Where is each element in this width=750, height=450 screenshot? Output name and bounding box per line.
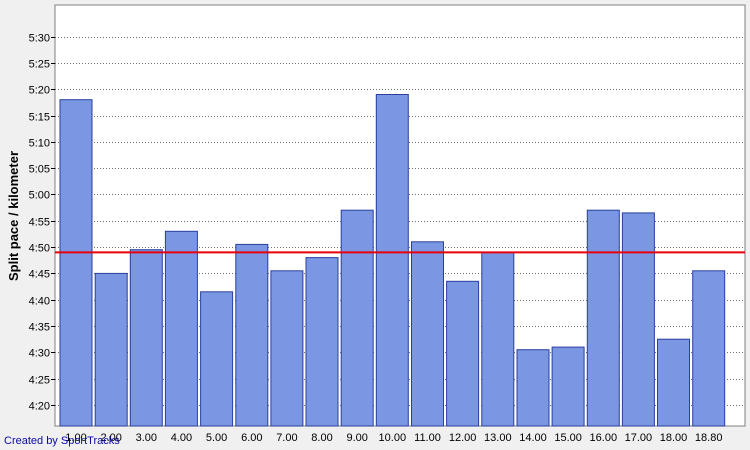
- x-tick-label: 8.00: [311, 432, 332, 444]
- y-tick-label: 4:55: [29, 217, 50, 229]
- bar: [692, 270, 726, 427]
- x-tick-label: 7.00: [276, 432, 297, 444]
- bar: [657, 338, 690, 427]
- y-tick-label: 5:25: [29, 59, 50, 71]
- x-tick-label: 15.00: [554, 432, 582, 444]
- x-tick-label: 13.00: [484, 432, 512, 444]
- x-tick-label: 1.00: [65, 432, 86, 444]
- bar: [481, 251, 515, 427]
- y-tick-label: 5:15: [29, 112, 50, 124]
- bar: [270, 270, 304, 427]
- x-tick-label: 17.00: [625, 432, 653, 444]
- y-tick-label: 4:30: [29, 348, 50, 360]
- bar: [446, 280, 480, 427]
- x-tick-label: 4.00: [171, 432, 192, 444]
- bar: [375, 94, 409, 427]
- y-tick-label: 4:20: [29, 401, 50, 413]
- bars: [59, 94, 726, 427]
- x-tick-label: 18.00: [660, 432, 688, 444]
- y-tick-labels: 4:20 4:25 4:30 4:35 4:40 4:45 4:50 4:55 5:00 5:05…: [29, 33, 50, 413]
- bar: [200, 291, 234, 427]
- x-tick-label: 9.00: [346, 432, 367, 444]
- bar: [340, 209, 374, 427]
- bar: [621, 212, 655, 427]
- bar: [551, 346, 585, 427]
- bar: [305, 257, 339, 427]
- x-tick-label: 5.00: [206, 432, 227, 444]
- x-tick-label: 16.00: [590, 432, 618, 444]
- bar: [164, 230, 198, 427]
- y-tick-label: 5:00: [29, 190, 50, 202]
- y-tick-label: 5:05: [29, 164, 50, 176]
- y-tick-label: 4:50: [29, 243, 50, 255]
- x-tick-label: 14.00: [519, 432, 547, 444]
- y-tick-label: 5:30: [29, 33, 50, 45]
- bar: [235, 243, 269, 427]
- x-tick-label: 18.80: [695, 432, 723, 444]
- bar: [129, 249, 163, 427]
- bar: [411, 241, 444, 427]
- bar: [516, 349, 550, 427]
- y-tick-label: 4:25: [29, 375, 50, 387]
- x-tick-labels: 1.00 2.00 3.00 4.00 5.00 6.00 7.00 8.00 9.00 10.0…: [65, 432, 722, 444]
- y-tick-label: 4:40: [29, 296, 50, 308]
- y-tick-label: 4:35: [29, 322, 50, 334]
- x-tick-label: 11.00: [414, 432, 441, 444]
- bar: [94, 272, 128, 427]
- bar: [586, 209, 620, 427]
- x-tick-label: 6.00: [241, 432, 262, 444]
- x-tick-label: 12.00: [449, 432, 477, 444]
- credit-text: Created by SportTracks: [4, 435, 120, 447]
- x-tick-label: 10.00: [379, 432, 407, 444]
- y-tick-label: 5:10: [29, 138, 50, 150]
- bar: [59, 99, 93, 427]
- y-axis-label: Split pace / kilometer: [6, 151, 21, 281]
- y-tick-label: 5:20: [29, 85, 50, 97]
- y-tick-label: 4:45: [29, 269, 50, 281]
- x-tick-label: 2.00: [100, 432, 121, 444]
- x-tick-label: 3.00: [136, 432, 157, 444]
